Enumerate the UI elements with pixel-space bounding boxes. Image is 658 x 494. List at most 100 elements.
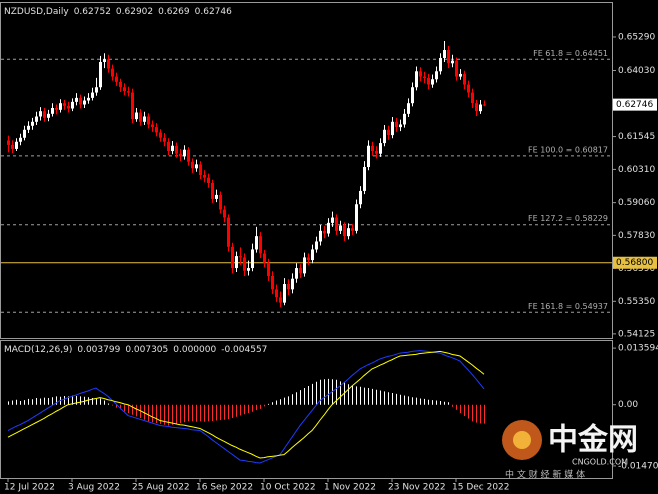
candle-body xyxy=(387,129,390,136)
candle-body xyxy=(443,50,446,58)
candle-body xyxy=(255,236,258,250)
candle-body xyxy=(479,104,482,112)
candle-body xyxy=(211,182,214,199)
y-tick-label: 0.56590 xyxy=(618,264,655,274)
y-tick-label: -0.014703 xyxy=(618,461,658,471)
indicator-readout: 0.003799 xyxy=(77,345,120,355)
candle-body xyxy=(275,289,278,298)
candle-body xyxy=(315,241,318,250)
candle-body xyxy=(271,276,274,290)
candle-body xyxy=(463,73,466,85)
candle-body xyxy=(11,144,14,149)
candle-body xyxy=(71,101,74,109)
chart-header: NZDUSD,Daily 0.62752 0.62902 0.6269 0.62746 xyxy=(4,7,232,17)
candle-body xyxy=(259,236,262,254)
candle-body xyxy=(439,57,442,72)
candle-body xyxy=(183,149,186,157)
candle-body xyxy=(295,268,298,279)
candle-body xyxy=(335,217,338,231)
candle-body xyxy=(139,112,142,122)
candle-body xyxy=(391,121,394,136)
candle-body xyxy=(379,143,382,154)
candle-body xyxy=(291,278,294,290)
macd-header: MACD(12,26,9) 0.003799 0.007305 0.000000 -0.… xyxy=(4,345,267,355)
candle-body xyxy=(419,71,422,77)
watermark-site: CNGOLD.COM xyxy=(572,458,628,467)
candle-body xyxy=(455,60,458,77)
candle-body xyxy=(15,141,18,149)
candle-body xyxy=(399,124,402,128)
candle-body xyxy=(131,92,134,120)
candle-body xyxy=(195,164,198,169)
candle-body xyxy=(475,103,478,112)
candle-body xyxy=(87,97,90,101)
y-tick-label: 0.65290 xyxy=(618,32,655,42)
y-tick-label: 0.61545 xyxy=(618,132,655,142)
candle-body xyxy=(459,73,462,77)
candle-body xyxy=(179,153,182,157)
x-tick-label: 23 Nov 2022 xyxy=(388,483,446,493)
candle-body xyxy=(363,167,366,191)
fibo-level-label: FE 127.2 = 0.58229 xyxy=(528,214,608,223)
candle-body xyxy=(395,121,398,128)
candle-body xyxy=(223,209,226,218)
candle-body xyxy=(39,111,42,117)
candle-body xyxy=(411,87,414,104)
candle-body xyxy=(135,112,138,120)
indicator-title: MACD(12,26,9) xyxy=(4,345,72,355)
candle-body xyxy=(243,257,246,271)
candle-body xyxy=(27,125,30,130)
candle-body xyxy=(123,87,126,92)
fibo-level-label: FE 61.8 = 0.64451 xyxy=(533,49,608,58)
x-tick-label: 3 Aug 2022 xyxy=(68,483,120,493)
candle-body xyxy=(239,256,242,258)
candle-body xyxy=(75,97,78,102)
candle-body xyxy=(35,116,38,122)
watermark: 中金网 CNGOLD.COM 中 文 财 经 新 媒 体 xyxy=(502,420,638,481)
candle-body xyxy=(127,91,130,93)
candle-body xyxy=(107,59,110,69)
candle-body xyxy=(331,217,334,223)
y-tick-label: 0.55350 xyxy=(618,297,655,307)
x-tick-label: 25 Aug 2022 xyxy=(132,483,190,493)
y-tick-label: 0.60310 xyxy=(618,165,655,175)
candle-body xyxy=(55,107,58,110)
candle-body xyxy=(115,76,118,82)
candle-body xyxy=(263,253,266,263)
candle-body xyxy=(111,68,114,77)
ohlc-readout: 0.62752 xyxy=(74,7,111,17)
candle-body xyxy=(175,145,178,154)
candle-body xyxy=(427,77,430,85)
candle-body xyxy=(163,137,166,142)
candle-body xyxy=(91,92,94,98)
fibo-level-label: FE 100.0 = 0.60817 xyxy=(528,145,608,154)
candle-body xyxy=(307,257,310,261)
candle-body xyxy=(251,249,254,269)
y-tick-label: 0.64030 xyxy=(618,66,655,76)
candle-body xyxy=(31,121,34,126)
watermark-tagline: 中 文 财 经 新 媒 体 xyxy=(505,469,585,481)
candle-body xyxy=(83,100,86,105)
candle-body xyxy=(95,87,98,93)
candle-body xyxy=(171,145,174,152)
candle-body xyxy=(19,137,22,142)
candle-body xyxy=(447,50,450,64)
candle-body xyxy=(451,60,454,64)
candle-body xyxy=(359,190,362,205)
candle-body xyxy=(51,107,54,114)
ohlc-readout: 0.62902 xyxy=(116,7,153,17)
candle-body xyxy=(215,194,218,199)
candle-body xyxy=(79,97,82,105)
price-level-box xyxy=(613,256,657,269)
candle-body xyxy=(431,79,434,85)
candle-body xyxy=(231,246,234,269)
candle-body xyxy=(103,59,106,62)
candle-body xyxy=(299,268,302,274)
candle-body xyxy=(235,256,238,269)
candle-body xyxy=(99,61,102,88)
candle-body xyxy=(371,145,374,152)
y-tick-label: 0.57830 xyxy=(618,231,655,241)
candle-body xyxy=(435,71,438,80)
candle-body xyxy=(159,132,162,138)
